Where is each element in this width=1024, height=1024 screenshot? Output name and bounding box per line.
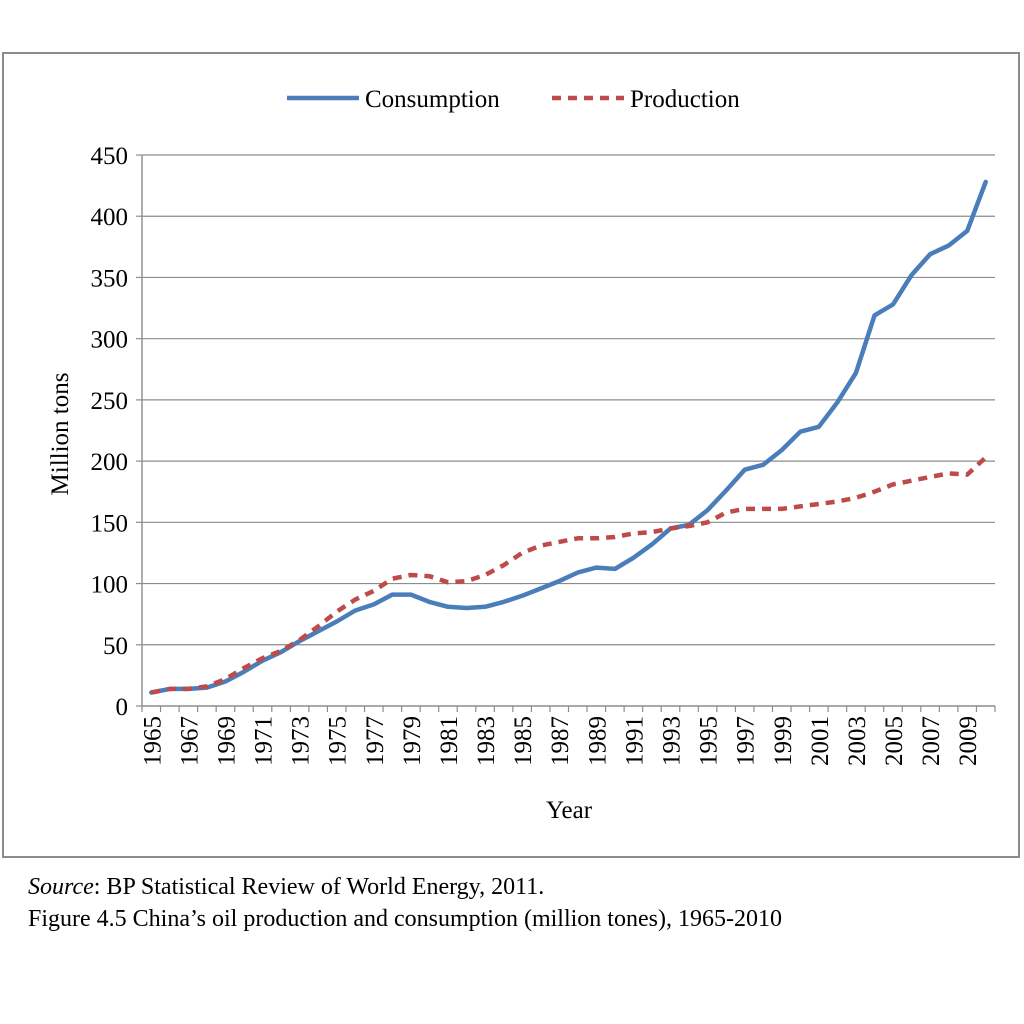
source-label: Source bbox=[28, 874, 94, 900]
x-tick-labels: 1965 1967 1969 1971 1973 1975 1977 1979 1981 1983… bbox=[139, 716, 982, 766]
x-axis-title: Year bbox=[546, 797, 593, 824]
x-tick-label: 1971 bbox=[251, 716, 278, 766]
series-line-consumption bbox=[149, 179, 988, 695]
y-tick-label: 300 bbox=[91, 327, 129, 354]
axes bbox=[136, 154, 996, 712]
y-tick-label: 100 bbox=[91, 572, 129, 599]
x-tick-label: 1973 bbox=[288, 716, 315, 766]
x-tick-label: 1975 bbox=[325, 716, 352, 766]
x-tick-label: 2007 bbox=[918, 716, 945, 766]
x-tick-label: 1991 bbox=[621, 716, 648, 766]
x-tick-label: 1969 bbox=[213, 716, 240, 766]
y-tick-label: 200 bbox=[91, 449, 129, 476]
legend: Consumption Production bbox=[287, 86, 740, 113]
y-tick-label: 350 bbox=[91, 265, 129, 292]
x-tick-label: 1979 bbox=[399, 716, 426, 766]
x-tick-label: 2009 bbox=[955, 716, 982, 766]
x-tick-label: 1985 bbox=[510, 716, 537, 766]
x-tick-label: 1983 bbox=[473, 716, 500, 766]
x-tick-label: 1993 bbox=[658, 716, 685, 766]
x-tick-label: 1967 bbox=[176, 716, 203, 766]
y-tick-label: 450 bbox=[91, 143, 129, 170]
x-tick-label: 1981 bbox=[436, 716, 463, 766]
x-tick-label: 2005 bbox=[881, 716, 908, 766]
y-tick-label: 250 bbox=[91, 388, 129, 415]
legend-label-production: Production bbox=[630, 86, 740, 113]
x-tick-label: 1995 bbox=[696, 716, 723, 766]
y-axis-title: Million tons bbox=[47, 373, 74, 496]
x-tick-label: 2003 bbox=[844, 716, 871, 766]
source-text: : BP Statistical Review of World Energy,… bbox=[93, 874, 545, 900]
legend-label-consumption: Consumption bbox=[365, 86, 500, 113]
y-tick-label: 150 bbox=[91, 510, 129, 537]
y-tick-label: 0 bbox=[116, 694, 129, 721]
x-tick-label: 1965 bbox=[139, 716, 166, 766]
x-tick-label: 1987 bbox=[547, 716, 574, 766]
x-tick-label: 1989 bbox=[584, 716, 611, 766]
y-tick-labels: 0 50 100 150 200 250 300 350 400 450 bbox=[91, 143, 129, 721]
figure-caption: Figure 4.5 China’s oil production and co… bbox=[28, 906, 782, 932]
x-tick-label: 1997 bbox=[733, 716, 760, 766]
x-tick-label: 1977 bbox=[362, 716, 389, 766]
series-line-production bbox=[150, 455, 988, 695]
y-tick-label: 50 bbox=[103, 633, 128, 660]
y-tick-label: 400 bbox=[91, 204, 129, 231]
x-tick-label: 1999 bbox=[770, 716, 797, 766]
x-tick-label: 2001 bbox=[807, 716, 834, 766]
series-lines bbox=[149, 179, 988, 695]
gridlines bbox=[142, 154, 995, 646]
source-caption: Source: BP Statistical Review of World E… bbox=[28, 871, 544, 903]
chart-frame: 0 50 100 150 200 250 300 350 400 450 1965 1967 1969… bbox=[2, 52, 1020, 858]
line-chart: 0 50 100 150 200 250 300 350 400 450 1965 1967 1969… bbox=[47, 86, 996, 824]
